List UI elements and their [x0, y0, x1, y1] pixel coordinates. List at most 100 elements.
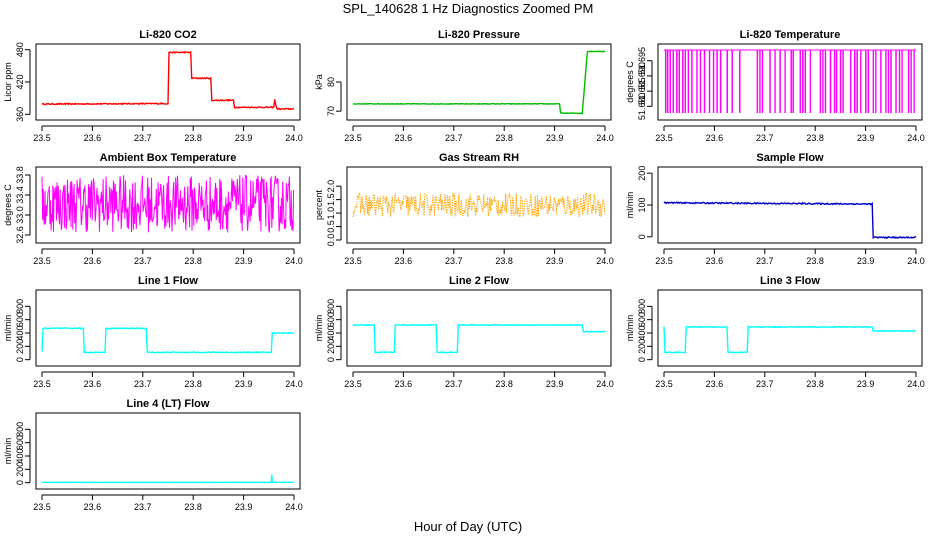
gas-stream-rh-x-tick-label: 23.7	[445, 256, 463, 266]
li820-temperature-x-tick-label: 23.8	[806, 133, 824, 143]
line4-flow-y-tick-label: 800	[15, 422, 25, 437]
line3-flow-x-tick-label: 23.7	[756, 379, 774, 389]
line2-flow-x-tick-label: 23.5	[344, 379, 362, 389]
ambient-box-temperature-x-axis: 23.5 23.6 23.7 23.8 23.9 24.0	[33, 248, 303, 266]
sample-flow-x-tick-label: 23.8	[806, 256, 824, 266]
gas-stream-rh-y-tick-label: 0.5	[326, 220, 336, 233]
li820-temperature-x-tick-label: 23.5	[655, 133, 673, 143]
line4-flow-data	[41, 474, 295, 484]
ambient-box-temperature-x-tick-label: 23.5	[33, 256, 51, 266]
line1-flow-data	[41, 327, 295, 354]
li820-co2-x-tick-label: 23.6	[84, 133, 102, 143]
sample-flow-x-tick-label: 23.9	[857, 256, 875, 266]
li820-temperature-x-tick-label: 23.7	[756, 133, 774, 143]
line3-flow-panel: Line 3 Flow 23.5 23.6 23.7 23.8 23.9 24.0 0 2004…	[625, 275, 925, 389]
li820-temperature-y-tick-label: 51.690	[637, 62, 647, 90]
ambient-box-temperature-x-tick-label: 23.9	[235, 256, 253, 266]
sample-flow-y-tick-label: 200	[637, 166, 647, 181]
sample-flow-y-axis-label: ml/min	[625, 192, 635, 219]
line4-flow-y-tick-label: 400	[15, 448, 25, 463]
li820-pressure-title: Li-820 Pressure	[438, 29, 520, 41]
li820-temperature-panel: Li-820 Temperature 23.5 23.6 23.7 23.8 23.9 24…	[625, 29, 925, 143]
gas-stream-rh-series-line	[352, 192, 606, 219]
line2-flow-x-tick-label: 23.8	[495, 379, 513, 389]
li820-co2-x-axis: 23.5 23.6 23.7 23.8 23.9 24.0	[33, 125, 303, 143]
line2-flow-panel: Line 2 Flow 23.5 23.6 23.7 23.8 23.9 24.0 0 2004…	[314, 275, 614, 389]
gas-stream-rh-y-tick-label: 1.5	[326, 193, 336, 206]
line2-flow-x-axis: 23.5 23.6 23.7 23.8 23.9 24.0	[344, 371, 614, 389]
line3-flow-x-tick-label: 23.5	[655, 379, 673, 389]
sample-flow-panel: Sample Flow 23.5 23.6 23.7 23.8 23.9 24.0 0 100 2…	[625, 152, 925, 266]
line3-flow-y-tick-label: 800	[637, 299, 647, 314]
line2-flow-y-tick-label: 200	[326, 339, 336, 354]
li820-pressure-x-tick-label: 24.0	[596, 133, 614, 143]
ambient-box-temperature-plot-frame	[35, 166, 301, 244]
li820-temperature-plot-frame	[657, 43, 923, 121]
line3-flow-data	[663, 325, 917, 354]
gas-stream-rh-y-tick-label: 0.0	[326, 234, 336, 247]
line4-flow-x-tick-label: 23.6	[84, 502, 102, 512]
line3-flow-plot-frame	[657, 289, 923, 367]
ambient-box-temperature-x-tick-label: 23.6	[84, 256, 102, 266]
sample-flow-y-tick-label: 100	[637, 197, 647, 212]
line3-flow-x-tick-label: 23.8	[806, 379, 824, 389]
line3-flow-series-line	[663, 325, 917, 354]
line1-flow-panel: Line 1 Flow 23.5 23.6 23.7 23.8 23.9 24.0 0 2004…	[3, 275, 303, 389]
ambient-box-temperature-y-tick-label: 33.4	[15, 186, 25, 204]
li820-temperature-title: Li-820 Temperature	[740, 29, 841, 41]
gas-stream-rh-data	[352, 192, 606, 219]
line1-flow-y-tick-label: 0	[15, 357, 25, 362]
ambient-box-temperature-y-axis: 32.6 33.0 33.4 33.8	[15, 166, 31, 244]
li820-temperature-series-line	[663, 49, 917, 113]
li820-pressure-x-tick-label: 23.7	[445, 133, 463, 143]
li820-temperature-x-tick-label: 24.0	[907, 133, 925, 143]
sample-flow-y-axis: 0 100 200	[637, 166, 653, 239]
line4-flow-series-line	[41, 474, 295, 484]
sample-flow-x-tick-label: 23.6	[706, 256, 724, 266]
li820-pressure-x-tick-label: 23.8	[495, 133, 513, 143]
ambient-box-temperature-y-tick-label: 32.6	[15, 226, 25, 244]
gas-stream-rh-y-tick-label: 1.0	[326, 207, 336, 220]
gas-stream-rh-plot-frame	[346, 166, 612, 244]
li820-pressure-x-tick-label: 23.5	[344, 133, 362, 143]
line2-flow-y-tick-label: 800	[326, 299, 336, 314]
line3-flow-x-tick-label: 24.0	[907, 379, 925, 389]
line4-flow-y-tick-label: 200	[15, 462, 25, 477]
gas-stream-rh-title: Gas Stream RH	[439, 152, 519, 164]
li820-co2-series-line	[41, 50, 295, 111]
sample-flow-x-axis: 23.5 23.6 23.7 23.8 23.9 24.0	[655, 248, 925, 266]
line4-flow-y-tick-label: 600	[15, 435, 25, 450]
li820-co2-y-tick-label: 420	[15, 74, 25, 89]
li820-co2-x-tick-label: 24.0	[285, 133, 303, 143]
chart-panels: Li-820 CO2 23.5 23.6 23.7 23.8 23.9 24.0 360 420…	[3, 29, 925, 512]
li820-pressure-y-tick-label: 80	[326, 77, 336, 87]
ambient-box-temperature-title: Ambient Box Temperature	[100, 152, 237, 164]
li820-temperature-y-tick-label: 51.680	[637, 93, 647, 121]
li820-temperature-y-tick-label: 51.695	[637, 47, 647, 75]
li820-pressure-x-axis: 23.5 23.6 23.7 23.8 23.9 24.0	[344, 125, 614, 143]
line2-flow-series-line	[352, 323, 606, 355]
line1-flow-y-axis-label: ml/min	[3, 315, 13, 342]
line1-flow-plot-frame	[35, 289, 301, 367]
line4-flow-x-tick-label: 24.0	[285, 502, 303, 512]
line3-flow-y-tick-label: 200	[637, 339, 647, 354]
line4-flow-x-tick-label: 23.8	[184, 502, 202, 512]
line2-flow-x-tick-label: 24.0	[596, 379, 614, 389]
ambient-box-temperature-x-tick-label: 23.8	[184, 256, 202, 266]
line1-flow-x-tick-label: 23.5	[33, 379, 51, 389]
line3-flow-y-axis-label: ml/min	[625, 315, 635, 342]
li820-pressure-panel: Li-820 Pressure 23.5 23.6 23.7 23.8 23.9 24.0 7…	[314, 29, 614, 143]
line3-flow-x-tick-label: 23.9	[857, 379, 875, 389]
li820-temperature-data	[663, 49, 917, 113]
gas-stream-rh-x-tick-label: 23.5	[344, 256, 362, 266]
li820-co2-x-tick-label: 23.8	[184, 133, 202, 143]
line4-flow-y-axis-label: ml/min	[3, 438, 13, 465]
ambient-box-temperature-x-tick-label: 24.0	[285, 256, 303, 266]
gas-stream-rh-y-tick-label: 2.0	[326, 180, 336, 193]
li820-temperature-x-tick-label: 23.6	[706, 133, 724, 143]
ambient-box-temperature-series-line	[41, 174, 295, 234]
